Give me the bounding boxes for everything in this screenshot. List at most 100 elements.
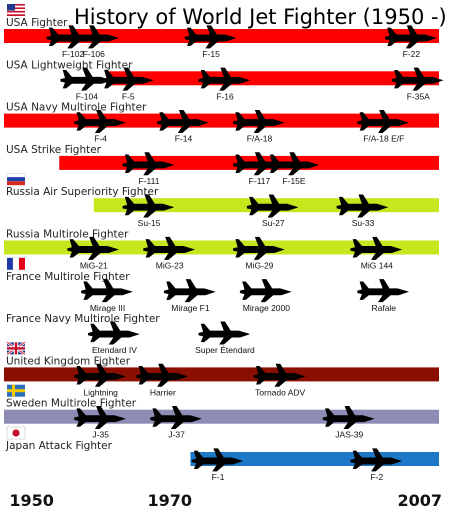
category-row: USA Strike Fighter F-111 F-117 F-15E — [6, 144, 439, 186]
aircraft-label: F-5 — [122, 91, 135, 101]
aircraft-silhouette-icon — [136, 363, 189, 387]
timeline-bar — [107, 71, 440, 86]
aircraft-label: F-22 — [403, 49, 421, 59]
aircraft-label: F-14 — [175, 134, 193, 144]
aircraft-label: Harrier — [150, 387, 176, 397]
year-tick-label: 1950 — [9, 491, 54, 510]
aircraft-label: Rafale — [371, 303, 396, 313]
category-row: Russia Air Superiority Fighter Su-15 Su-27… — [6, 172, 439, 228]
aircraft-label: J-37 — [168, 430, 185, 440]
aircraft-label: Mirage III — [90, 303, 125, 313]
aircraft-silhouette-icon — [67, 25, 120, 49]
france-flag-icon — [7, 257, 25, 270]
category-label: USA Fighter — [6, 17, 68, 29]
aircraft-label: Etendard IV — [92, 345, 137, 355]
category-label: Russia Air Superiority Fighter — [6, 186, 159, 198]
chart-title: History of World Jet Fighter (1950 -) — [74, 5, 447, 29]
aircraft-silhouette-icon — [350, 448, 403, 472]
uk-flag-icon — [6, 341, 26, 356]
timeline-bar — [73, 325, 440, 340]
year-tick-label: 1970 — [147, 491, 192, 510]
aircraft-label: MiG 144 — [361, 261, 393, 271]
aircraft-silhouette-icon — [233, 236, 285, 260]
aircraft-label: Tornado ADV — [255, 387, 305, 397]
aircraft-silhouette-icon — [267, 152, 320, 176]
aircraft-label: F-111 — [139, 176, 160, 186]
aircraft-label: F/A-18 E/F — [363, 134, 404, 144]
aircraft-silhouette-icon — [357, 109, 410, 133]
category-row: United Kingdom Fighter Lightning Harrier To… — [4, 341, 439, 397]
aircraft-label: MiG-21 — [80, 261, 108, 271]
aircraft-label: MiG-23 — [156, 261, 184, 271]
aircraft-label: JAS-39 — [335, 430, 363, 440]
aircraft-silhouette-icon — [157, 109, 209, 133]
aircraft-silhouette-icon — [350, 236, 403, 260]
aircraft-silhouette-icon — [198, 67, 251, 91]
aircraft-silhouette-icon — [88, 321, 140, 345]
aircraft-silhouette-icon — [391, 67, 444, 91]
aircraft-label: Su-33 — [352, 218, 375, 228]
category-label: USA Strike Fighter — [6, 144, 102, 156]
aircraft-label: MiG-29 — [246, 261, 274, 271]
category-label: France Multirole Fighter — [6, 271, 130, 283]
aircraft-silhouette-icon — [233, 152, 285, 176]
aircraft-silhouette-icon — [163, 279, 216, 303]
category-row: USA Lightweight Fighter F-104 F-5 F-16 F-35A — [6, 59, 444, 101]
aircraft-label: F-15 — [202, 49, 220, 59]
aircraft-silhouette-icon — [74, 363, 126, 387]
aircraft-label: F-15E — [282, 176, 305, 186]
aircraft-silhouette-icon — [74, 109, 126, 133]
aircraft-label: F-16 — [216, 91, 234, 101]
aircraft-silhouette-icon — [122, 194, 175, 218]
timeline-bar — [4, 409, 439, 424]
year-tick-label: 2007 — [397, 491, 442, 510]
aircraft-label: Lightning — [83, 387, 118, 397]
aircraft-silhouette-icon — [184, 25, 237, 49]
category-label: Sweden Multirole Fighter — [6, 398, 137, 410]
aircraft-label: J-35 — [92, 430, 109, 440]
category-label: USA Lightweight Fighter — [6, 59, 133, 71]
aircraft-label: F-102 — [62, 49, 84, 59]
aircraft-silhouette-icon — [122, 152, 175, 176]
russia-flag-icon — [6, 172, 26, 186]
aircraft-label: F-2 — [370, 472, 383, 482]
category-label: Japan Attack Fighter — [5, 440, 113, 452]
aircraft-silhouette-icon — [150, 406, 202, 430]
aircraft-label: Super Étendard — [195, 345, 255, 355]
aircraft-label: Su-27 — [262, 218, 285, 228]
aircraft-label: Mirage F1 — [171, 303, 210, 313]
aircraft-label: Su-15 — [138, 218, 161, 228]
category-row: Russia Multirole Fighter MiG-21 MiG-23 MiG-… — [4, 229, 439, 271]
aircraft-silhouette-icon — [143, 236, 196, 260]
aircraft-label: F-106 — [83, 49, 105, 59]
aircraft-silhouette-icon — [60, 67, 113, 91]
aircraft-silhouette-icon — [322, 406, 375, 430]
sweden-flag-icon — [7, 384, 25, 397]
japan-flag-icon — [6, 426, 26, 440]
aircraft-label: Mirage 2000 — [243, 303, 291, 313]
category-row: France Navy Multirole Fighter Etendard IV… — [6, 313, 440, 355]
aircraft-label: F/A-18 — [247, 134, 273, 144]
aircraft-label: F-1 — [212, 472, 225, 482]
category-label: United Kingdom Fighter — [6, 355, 131, 367]
timeline-bar — [4, 367, 439, 382]
aircraft-silhouette-icon — [384, 25, 437, 49]
aircraft-silhouette-icon — [191, 448, 244, 472]
aircraft-silhouette-icon — [67, 236, 120, 260]
usa-flag-icon — [7, 4, 25, 16]
aircraft-silhouette-icon — [246, 194, 299, 218]
aircraft-label: F-35A — [407, 91, 430, 101]
aircraft-silhouette-icon — [233, 109, 285, 133]
aircraft-silhouette-icon — [239, 279, 292, 303]
category-row: France Multirole Fighter Mirage III Mirage… — [4, 257, 439, 313]
year-axis: 1950 1970 2007 — [9, 491, 442, 510]
category-label: Russia Multirole Fighter — [6, 229, 129, 241]
aircraft-label: F-117 — [249, 176, 271, 186]
aircraft-silhouette-icon — [74, 406, 126, 430]
category-label: USA Navy Multirole Fighter — [6, 102, 147, 114]
category-row: Japan Attack Fighter F-1 F-2 — [5, 426, 439, 482]
aircraft-silhouette-icon — [198, 321, 251, 345]
